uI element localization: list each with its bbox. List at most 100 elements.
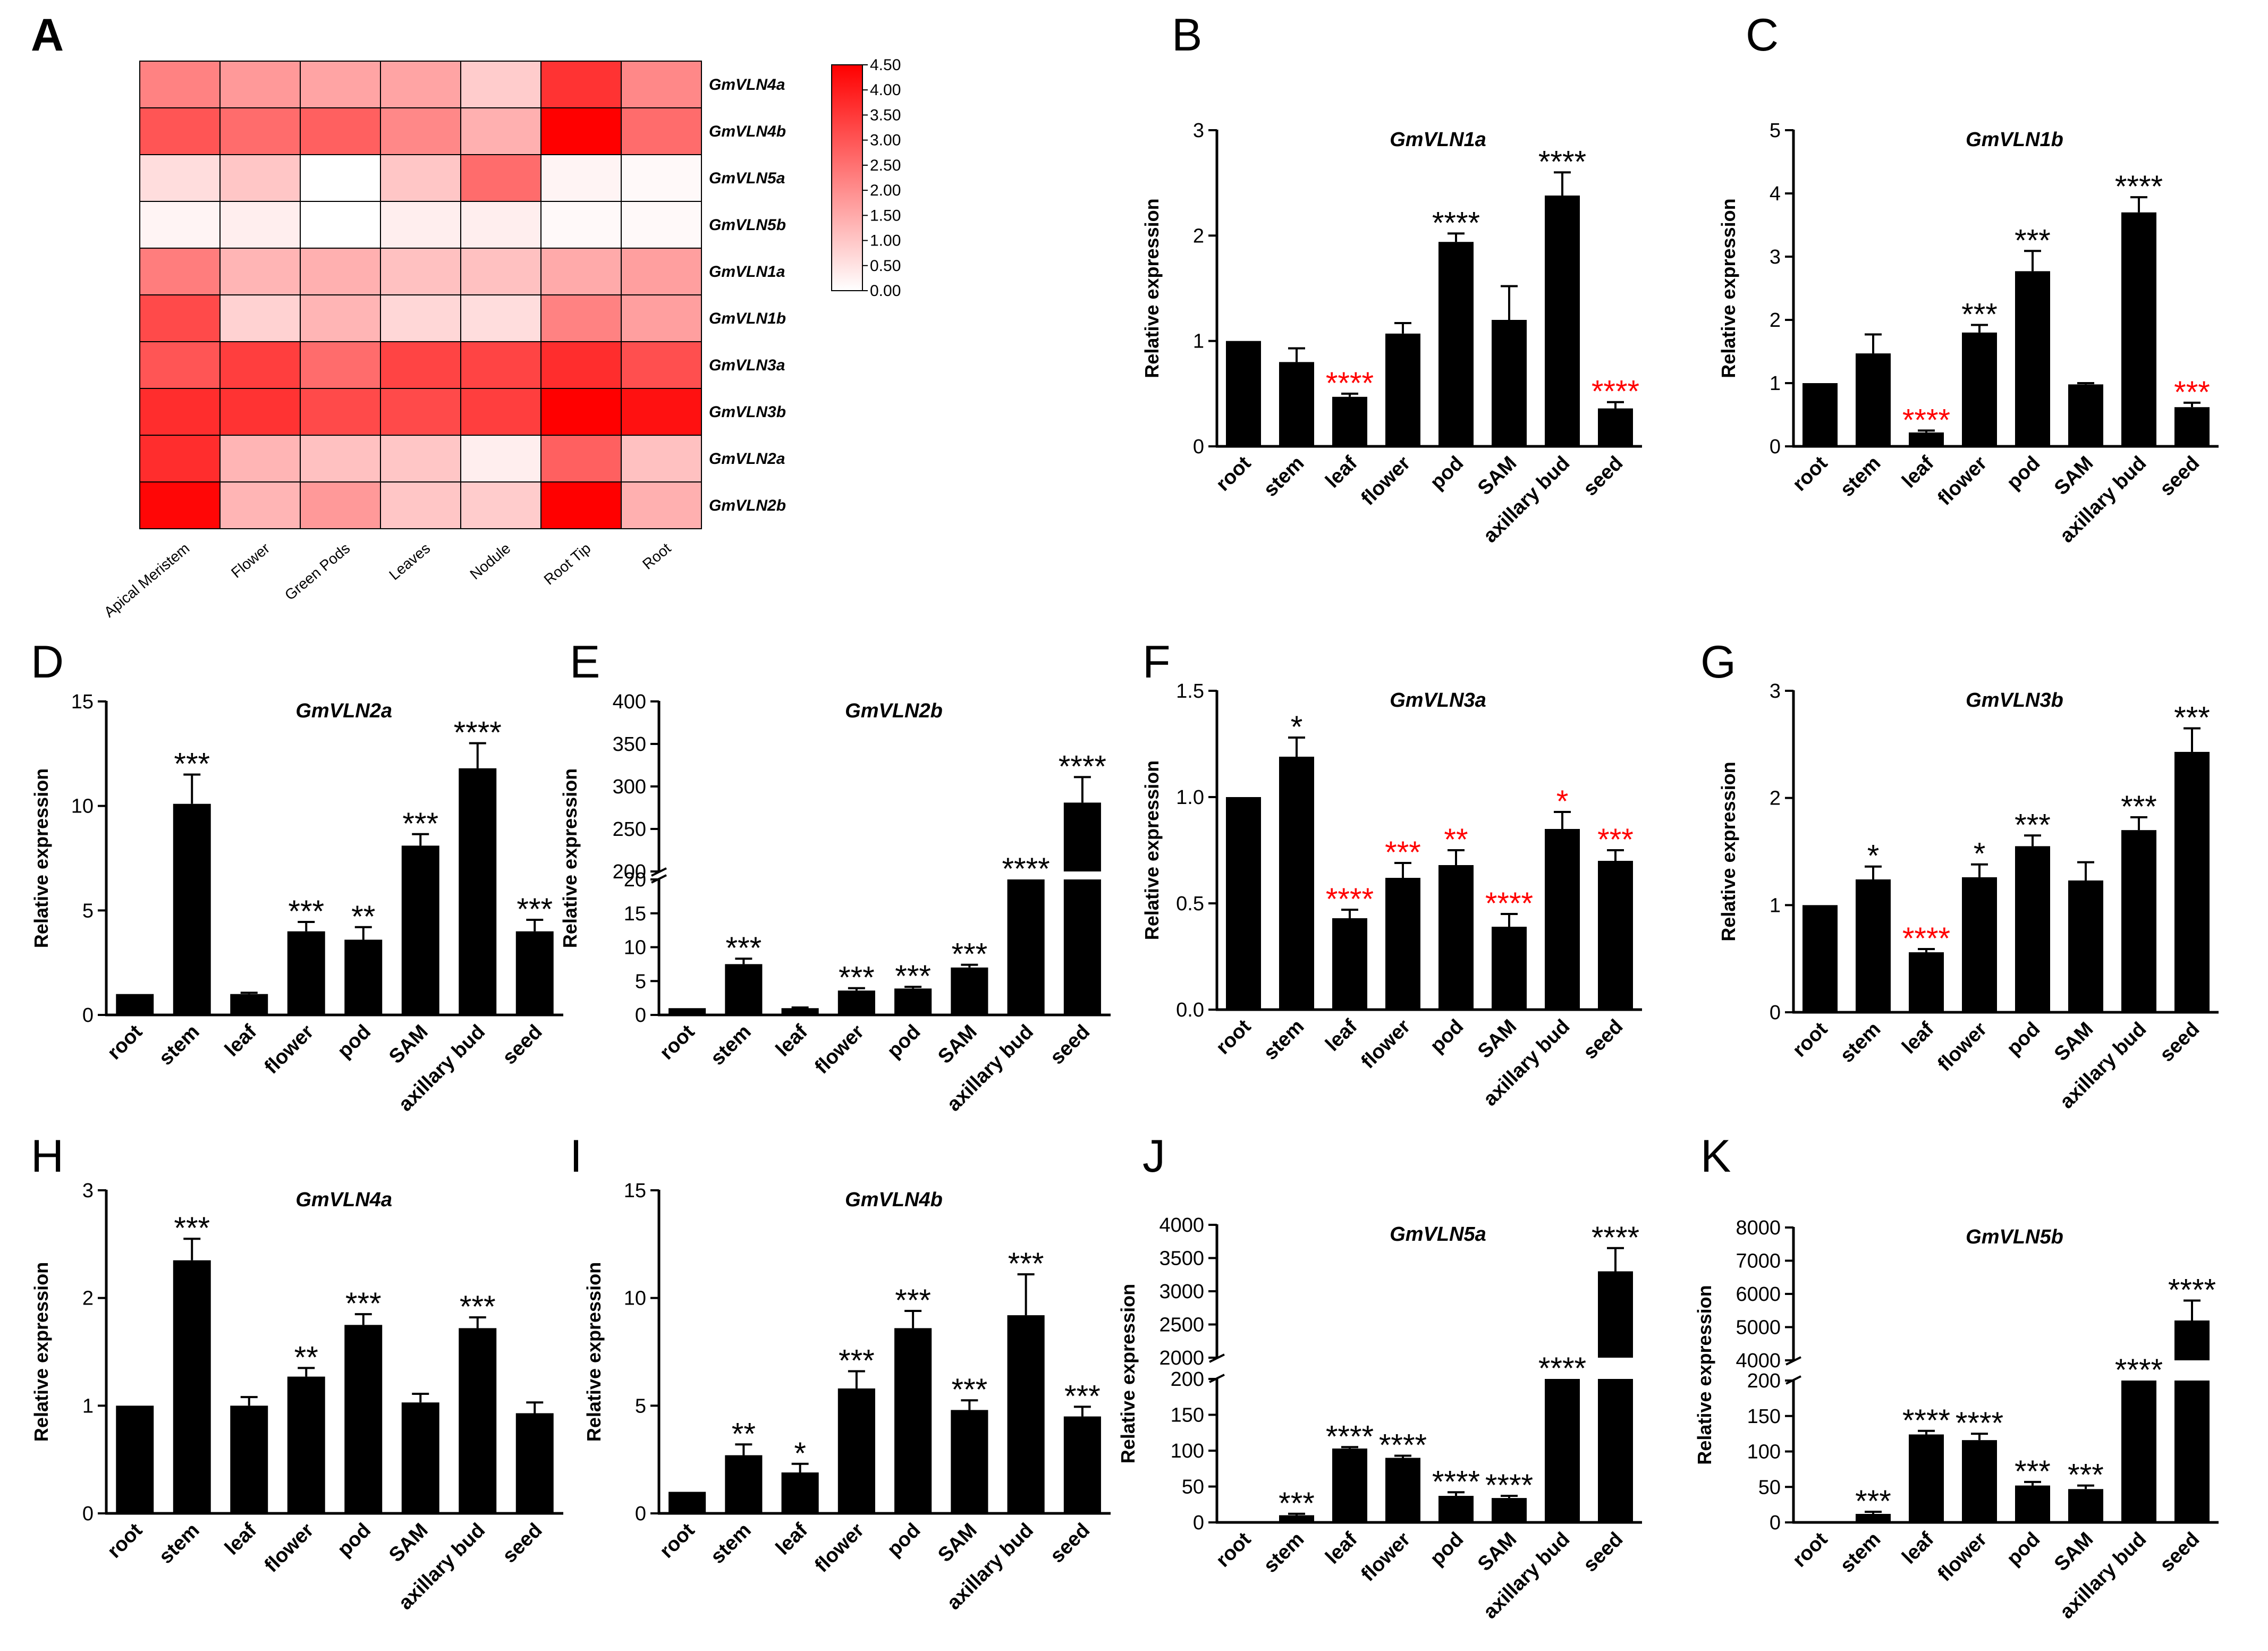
x-tick-label: flower [1357,1528,1415,1586]
bar [116,994,154,1015]
x-tick-label: SAM [1474,1015,1521,1063]
heatmap-cell [300,435,381,482]
heatmap-col-label: Flower [228,540,273,581]
y-tick-label: 0 [1770,436,1781,458]
colorbar-tick-label: 1.00 [870,232,901,250]
bar [287,931,325,1015]
y-tick-label: 3000 [1159,1281,1204,1303]
heatmap-cell [300,388,381,436]
heatmap-cell [300,201,381,249]
bar [1802,905,1838,1012]
bar [1332,918,1367,1010]
significance-marker: ** [351,900,375,934]
y-axis-label: Relative expression [1717,198,1739,378]
heatmap-cell [300,61,381,108]
x-tick-label: stem [1836,1528,1885,1577]
heatmap-cell [380,201,461,249]
y-tick-label: 0 [82,1004,94,1027]
heatmap-row-label: GmVLN2a [709,450,785,468]
bar [1385,878,1420,1010]
significance-marker: *** [2174,701,2210,735]
x-tick-label: seed [498,1519,547,1568]
x-tick-label: stem [706,1021,755,1070]
chart-title: GmVLN2a [295,700,392,722]
y-axis-label: Relative expression [1141,760,1163,940]
y-tick-label: 15 [624,903,646,925]
chart-title: GmVLN4a [295,1189,392,1211]
y-tick-label: 0.0 [1176,999,1204,1021]
significance-marker: *** [2015,1454,2051,1489]
heatmap-cell [139,435,221,482]
bar [668,1008,706,1015]
panel-letter: C [1746,10,1779,61]
y-tick-label: 4000 [1159,1214,1204,1237]
bar-upper [2174,1320,2210,1360]
y-tick-label: 8000 [1736,1217,1781,1239]
heatmap-cell [219,481,301,529]
heatmap-cell [139,388,221,436]
heatmap-cell [219,201,301,249]
heatmap-cell [380,107,461,155]
y-tick-label: 2 [1770,788,1781,810]
heatmap-cell [380,341,461,389]
y-tick-label: 1 [1193,331,1204,353]
y-tick-label: 3500 [1159,1248,1204,1270]
heatmap-cell [139,61,221,108]
x-tick-label: root [1788,1018,1832,1061]
y-tick-label: 10 [624,937,646,959]
y-tick-label: 1 [1770,894,1781,917]
y-axis-label: Relative expression [1717,761,1739,941]
y-tick-label: 250 [613,818,646,841]
x-tick-label: flower [1934,1528,1992,1586]
y-tick-label: 7000 [1736,1250,1781,1273]
x-tick-label: flower [1357,452,1415,510]
bar [1598,408,1633,446]
x-tick-label: root [1212,1015,1255,1059]
x-tick-label: stem [706,1519,755,1568]
panel-i-chart: I 0 5 10 15 Relative expression GmVLN4b root ** s… [570,1131,1111,1614]
bar-lower [1598,1379,1633,1522]
y-tick-label: 350 [613,733,646,756]
heatmap-cell [621,481,702,529]
bar [1385,1458,1420,1522]
x-tick-label: flower [1934,1018,1992,1076]
bar [837,1388,875,1513]
heatmap-cell [219,107,301,155]
x-tick-label: seed [1579,452,1627,501]
significance-marker: *** [726,931,762,966]
y-tick-label: 5 [635,970,646,993]
significance-marker: *** [2015,223,2051,258]
x-tick-label: leaf [1898,1528,1938,1568]
significance-marker: **** [1592,375,1639,409]
bar [173,1260,211,1513]
chart-title: GmVLN4b [845,1189,943,1211]
heatmap-cell [219,435,301,482]
bar [1226,797,1261,1010]
colorbar-tick-label: 3.50 [870,106,901,124]
heatmap-cell [460,294,541,342]
bar [2068,880,2103,1012]
heatmap-cell [380,61,461,108]
bar [2121,212,2156,446]
x-tick-label: seed [1046,1519,1094,1568]
y-tick-label: 1.0 [1176,786,1204,809]
heatmap-cell [380,294,461,342]
significance-marker: * [1974,837,1986,871]
x-tick-label: root [103,1020,147,1064]
x-tick-label: root [656,1519,699,1562]
heatmap-cell [380,154,461,202]
heatmap-cell [300,341,381,389]
x-tick-label: seed [498,1021,547,1069]
heatmap-row-label: GmVLN2b [709,497,786,514]
bar [1492,1498,1527,1522]
heatmap-cell [219,248,301,295]
x-tick-label: leaf [772,1020,812,1061]
heatmap-cell [460,248,541,295]
bar [1007,879,1045,1015]
significance-marker: *** [1961,298,1998,332]
significance-marker: *** [1385,835,1421,870]
heatmap-cell [219,61,301,108]
y-tick-label: 100 [1747,1441,1781,1463]
heatmap-col-label: Nodule [467,540,513,583]
x-tick-label: flower [1934,452,1992,510]
